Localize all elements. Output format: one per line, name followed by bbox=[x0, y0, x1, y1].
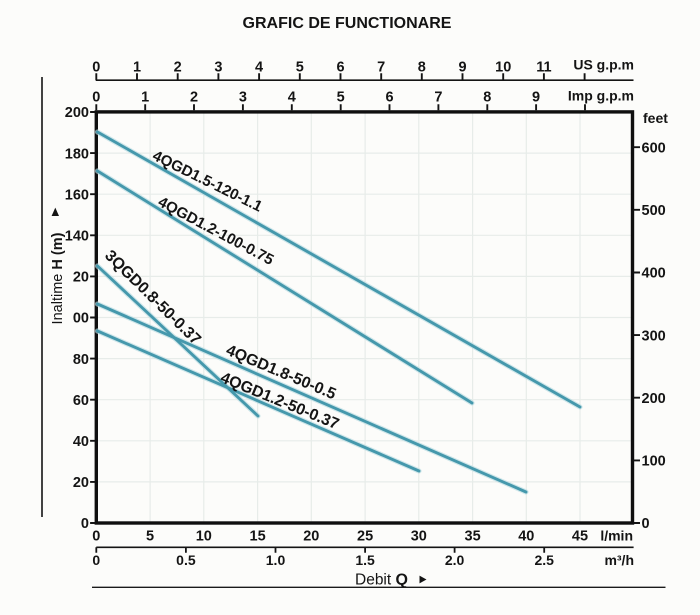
svg-text:140: 140 bbox=[65, 229, 89, 245]
svg-text:25: 25 bbox=[357, 529, 373, 545]
svg-text:100: 100 bbox=[642, 454, 666, 470]
svg-text:20: 20 bbox=[73, 270, 89, 286]
svg-text:Inaltime H (m): Inaltime H (m) bbox=[50, 232, 66, 324]
svg-text:9: 9 bbox=[458, 59, 466, 75]
svg-text:6: 6 bbox=[385, 89, 393, 105]
svg-text:7: 7 bbox=[377, 59, 385, 75]
svg-text:3: 3 bbox=[214, 59, 222, 75]
svg-text:4: 4 bbox=[255, 59, 263, 75]
svg-text:500: 500 bbox=[642, 203, 666, 219]
svg-text:40: 40 bbox=[518, 529, 534, 545]
svg-text:1.5: 1.5 bbox=[355, 552, 375, 568]
svg-text:400: 400 bbox=[642, 266, 666, 282]
svg-text:l/min: l/min bbox=[600, 528, 633, 544]
svg-text:00: 00 bbox=[73, 311, 89, 327]
svg-text:200: 200 bbox=[65, 105, 89, 121]
svg-text:9: 9 bbox=[532, 89, 540, 105]
svg-text:80: 80 bbox=[73, 352, 89, 368]
svg-text:Imp g.p.m: Imp g.p.m bbox=[568, 87, 634, 103]
svg-text:GRAFIC DE FUNCTIONARE: GRAFIC DE FUNCTIONARE bbox=[243, 15, 452, 32]
svg-text:0.5: 0.5 bbox=[176, 552, 196, 568]
svg-text:5: 5 bbox=[337, 89, 345, 105]
svg-text:200: 200 bbox=[642, 391, 666, 407]
svg-text:11: 11 bbox=[536, 59, 551, 75]
svg-text:m³/h: m³/h bbox=[604, 552, 634, 568]
svg-text:US g.p.m: US g.p.m bbox=[573, 57, 634, 73]
svg-text:40: 40 bbox=[73, 434, 89, 450]
svg-text:5: 5 bbox=[296, 59, 304, 75]
svg-text:0: 0 bbox=[92, 59, 100, 75]
svg-text:Debit Q: Debit Q bbox=[355, 572, 408, 589]
svg-text:0: 0 bbox=[92, 89, 100, 105]
svg-text:600: 600 bbox=[642, 140, 666, 156]
svg-text:6: 6 bbox=[336, 59, 344, 75]
svg-text:2.5: 2.5 bbox=[534, 552, 554, 568]
svg-text:0: 0 bbox=[92, 529, 100, 545]
svg-text:2: 2 bbox=[174, 59, 182, 75]
svg-text:15: 15 bbox=[250, 529, 266, 545]
svg-text:0: 0 bbox=[92, 552, 100, 568]
svg-text:60: 60 bbox=[73, 393, 89, 409]
svg-text:2: 2 bbox=[190, 89, 198, 105]
svg-text:45: 45 bbox=[572, 529, 588, 545]
svg-text:160: 160 bbox=[65, 187, 89, 203]
svg-text:35: 35 bbox=[465, 529, 481, 545]
svg-text:180: 180 bbox=[65, 146, 89, 162]
svg-text:3: 3 bbox=[239, 89, 247, 105]
svg-text:8: 8 bbox=[418, 59, 426, 75]
svg-text:30: 30 bbox=[411, 529, 427, 545]
svg-text:1.0: 1.0 bbox=[266, 552, 286, 568]
svg-text:300: 300 bbox=[642, 328, 666, 344]
svg-text:10: 10 bbox=[196, 529, 212, 545]
svg-text:feet: feet bbox=[643, 110, 668, 126]
svg-text:1: 1 bbox=[133, 59, 141, 75]
svg-text:8: 8 bbox=[483, 89, 491, 105]
svg-text:2.0: 2.0 bbox=[445, 552, 465, 568]
svg-text:20: 20 bbox=[73, 475, 89, 491]
svg-text:0: 0 bbox=[81, 516, 89, 532]
svg-text:7: 7 bbox=[434, 89, 442, 105]
svg-text:5: 5 bbox=[146, 529, 154, 545]
svg-text:1: 1 bbox=[141, 89, 149, 105]
svg-text:0: 0 bbox=[642, 516, 650, 532]
svg-text:4: 4 bbox=[288, 89, 296, 105]
svg-text:10: 10 bbox=[495, 59, 511, 75]
svg-text:20: 20 bbox=[303, 529, 319, 545]
